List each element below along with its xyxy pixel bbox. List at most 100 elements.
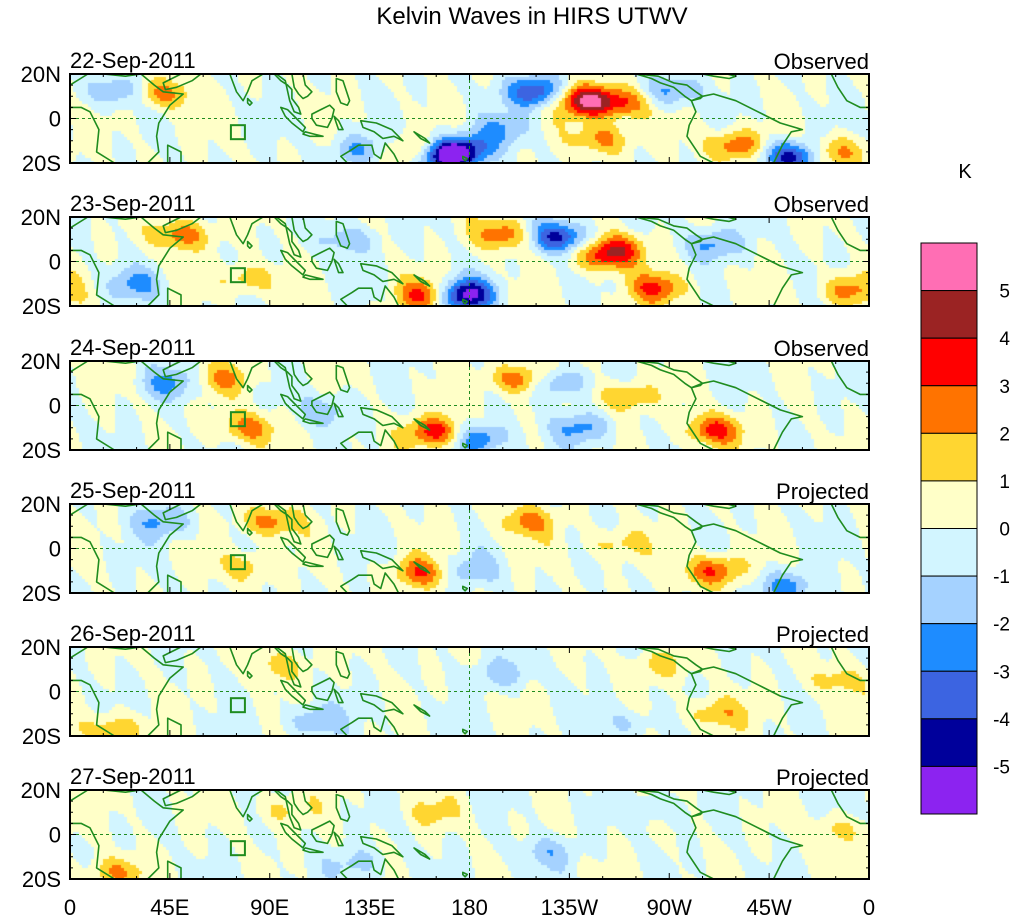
colorbar-tick-label: 1 [999,472,1010,493]
coastline-shape [339,285,400,307]
y-tick-label: 20N [21,635,61,660]
panel-date: 23-Sep-2011 [70,191,196,216]
reference-box [229,411,246,428]
x-tick-label: 135E [344,895,395,920]
coastline-shape [311,820,335,845]
coastline-shape [69,73,184,164]
panel-23-Sep-2011: 20N 0 20S 23-Sep-2011 Observed [21,191,870,319]
colorbar-swatch [920,242,978,292]
colorbar-tick-label: 5 [999,282,1010,303]
y-tick-label: 20S [22,294,61,319]
colorbar-swatch [920,385,978,434]
coastline-shape [339,572,400,594]
coastline-shape [335,364,351,393]
x-tick-label: 45W [747,895,792,920]
coastline-shape [333,688,344,704]
coastlines [69,503,870,594]
coastline-shape [302,561,324,568]
coastline-shape [686,236,804,307]
x-tick-label: 90W [647,895,692,920]
coastline-shape [273,503,302,545]
coastline-shape [279,249,307,276]
coastline-shape [311,247,335,272]
coastline-shape [246,240,253,249]
reference-box [229,840,246,857]
coastline-shape [359,262,404,285]
y-tick-label: 0 [49,823,61,848]
coastline-shape [217,503,264,532]
y-tick-label: 20N [21,62,61,87]
coastline-shape [333,831,344,847]
y-tick-label: 0 [49,107,61,132]
colorbar-tick-label: -5 [993,757,1010,778]
coastline-shape [217,646,264,675]
coastline-shape [291,503,313,530]
colorbar-tick-label: -3 [993,662,1010,683]
chart-title: Kelvin Waves in HIRS UTWV [376,3,687,30]
panel-date: 22-Sep-2011 [70,48,196,73]
coastline-shape [461,871,469,878]
x-tick-label: 180 [451,895,488,920]
coastline-shape [335,77,351,106]
coastline-shape [246,813,253,822]
coastline-shape [333,258,344,274]
colorbar-swatch [920,575,978,625]
y-tick-label: 20S [22,438,61,463]
coastline-shape [246,527,253,536]
colorbar-swatch [920,480,978,529]
coastline-shape [413,704,431,717]
coastline-shape [302,131,324,138]
coastline-shape [291,646,313,673]
coastline-shape [302,704,324,711]
coastline-shape [291,789,313,816]
coastline-shape [311,391,335,416]
colorbar-tick-label: 2 [999,424,1010,445]
coastline-shape [461,442,469,449]
y-tick-label: 0 [49,394,61,419]
colorbar-tick-label: 0 [999,520,1010,541]
coastline-shape [311,104,335,129]
coastline-shape [69,360,184,451]
colorbar-swatch [920,623,978,672]
coastline-shape [635,503,704,532]
colorbar-swatch [920,765,978,815]
x-tick-label: 45E [150,895,189,920]
x-tick-label: 0 [64,895,76,920]
coastline-shape [635,73,704,102]
coastline-shape [273,73,302,115]
coastline-shape [635,216,704,245]
y-tick-label: 20N [21,349,61,374]
panel-label: Observed [774,336,869,361]
y-tick-label: 0 [49,537,61,562]
coastline-shape [333,545,344,561]
y-tick-label: 20S [22,724,61,749]
coastline-shape [359,119,404,142]
coastline-shape [461,155,469,162]
panel-26-Sep-2011: 20N 0 20S 26-Sep-2011 Projected [21,621,870,749]
coastline-shape [291,73,313,100]
x-tick-label: 90E [250,895,289,920]
coastline-shape [413,131,431,144]
panel-date: 26-Sep-2011 [70,621,196,646]
coastline-shape [339,715,400,737]
y-tick-label: 0 [49,680,61,705]
coastline-shape [413,418,431,431]
reference-box [229,124,246,141]
colorbar-unit: K [958,161,972,183]
coastline-shape [413,274,431,287]
coastline-shape [461,728,469,735]
panel-25-Sep-2011: 20N 0 20S 25-Sep-2011 Projected [21,478,870,606]
longitude-axis: 0 45E 90E 135E 180 135W 90W 45W 0 [64,895,875,920]
coastline-shape [333,115,344,131]
colorbar-tick-label: 3 [999,377,1010,398]
x-tick-label: 0 [863,895,875,920]
coastline-shape [686,523,804,594]
coastline-shape [273,789,302,831]
coastline-shape [335,220,351,249]
reference-box [229,267,246,284]
y-tick-label: 20N [21,492,61,517]
panel-label: Projected [776,622,869,647]
coastline-shape [246,670,253,679]
y-tick-label: 0 [49,250,61,275]
